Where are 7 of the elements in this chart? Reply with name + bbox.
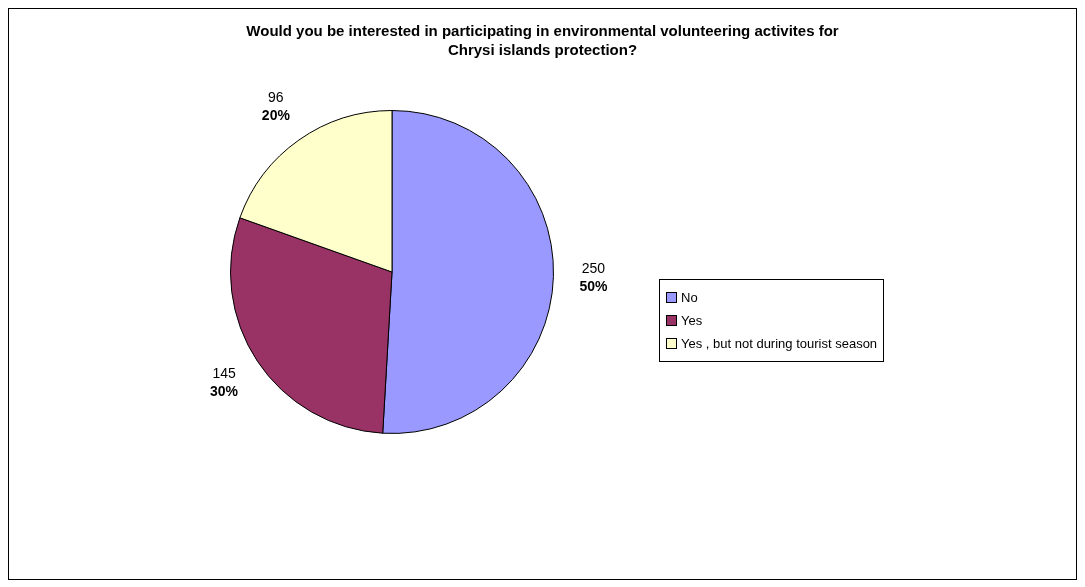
data-label: 145 30%	[210, 365, 239, 400]
data-label: 250 50%	[579, 259, 608, 294]
legend-label: No	[681, 290, 698, 305]
legend-label: Yes , but not during tourist season	[681, 336, 878, 351]
legend-label: Yes	[681, 313, 703, 328]
data-label: 96 20%	[261, 89, 291, 124]
chart-title: Would you be interested in participating in environmental volunteering activites for Chrysi islands protection?	[245, 21, 840, 59]
